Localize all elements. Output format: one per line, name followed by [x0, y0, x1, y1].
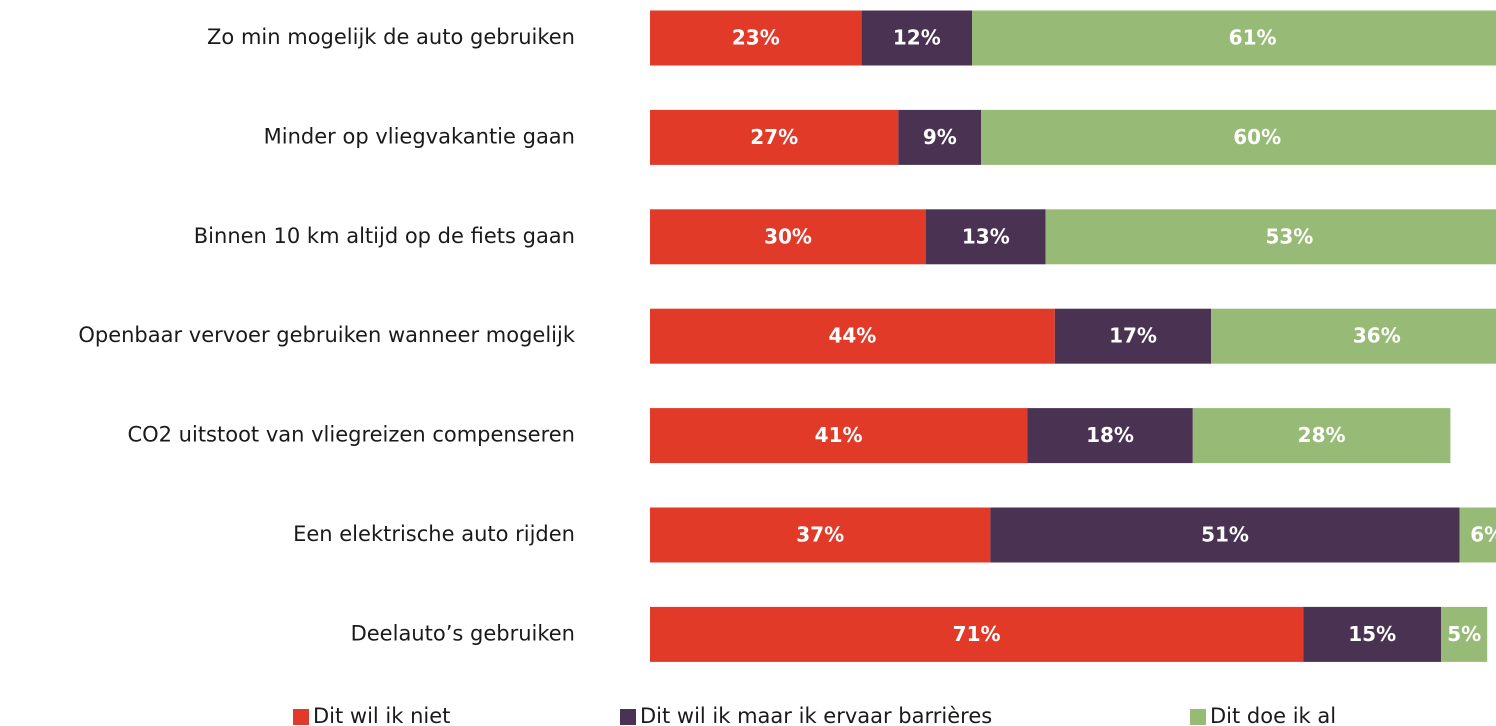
bar-segment: [650, 209, 926, 265]
category-label: Deelauto’s gebruiken: [351, 621, 575, 645]
bar-segment: [972, 10, 1496, 66]
value-label: 36%: [1353, 324, 1401, 348]
bar-segment: [1027, 408, 1193, 464]
bar-segment: [990, 507, 1460, 563]
value-label: 30%: [764, 224, 812, 248]
value-label: 5%: [1447, 622, 1481, 646]
value-label: 41%: [815, 423, 863, 447]
legend-swatch: [620, 709, 636, 725]
bar-segment: [650, 10, 862, 66]
value-label: 44%: [828, 324, 876, 348]
bar-segment: [650, 308, 1055, 364]
value-label: 23%: [732, 26, 780, 50]
category-label: Minder op vliegvakantie gaan: [264, 124, 575, 148]
value-label: 37%: [796, 523, 844, 547]
category-label: Zo min mogelijk de auto gebruiken: [207, 25, 575, 49]
legend-swatch: [293, 709, 309, 725]
bar-segment: [898, 109, 982, 165]
value-label: 17%: [1109, 324, 1157, 348]
bar-segment: [650, 507, 991, 563]
value-label: 15%: [1348, 622, 1396, 646]
bar-segment: [1211, 308, 1496, 364]
category-label: Een elektrische auto rijden: [293, 522, 575, 546]
value-label: 53%: [1265, 224, 1313, 248]
legend-label: Dit doe ik al: [1210, 704, 1336, 726]
bar-segment: [1303, 606, 1442, 662]
legend-label: Dit wil ik maar ik ervaar barrières: [640, 704, 992, 726]
bar-segment: [1054, 308, 1212, 364]
value-label: 28%: [1298, 423, 1346, 447]
bar-segment: [1441, 606, 1488, 662]
value-label: 9%: [923, 125, 957, 149]
bar-segment: [861, 10, 972, 66]
bar-segment: [650, 109, 899, 165]
value-label: 51%: [1201, 523, 1249, 547]
category-label: CO2 uitstoot van vliegreizen compenseren: [127, 423, 575, 447]
category-label: Binnen 10 km altijd op de fiets gaan: [194, 224, 575, 248]
legend-label: Dit wil ik niet: [313, 704, 450, 726]
bar-segment: [981, 109, 1496, 165]
value-label: 13%: [962, 224, 1010, 248]
bar-segment: [1045, 209, 1496, 265]
bar-segment: [1459, 507, 1496, 563]
bar-segment: [1192, 408, 1451, 464]
value-label: 12%: [893, 26, 941, 50]
value-label: 61%: [1229, 26, 1277, 50]
bar-segment: [650, 408, 1028, 464]
bar-segment: [650, 606, 1304, 662]
value-label: 6%: [1470, 523, 1496, 547]
value-label: 60%: [1233, 125, 1281, 149]
value-label: 27%: [750, 125, 798, 149]
legend-swatch: [1190, 709, 1206, 725]
category-label: Openbaar vervoer gebruiken wanneer mogel…: [78, 323, 575, 347]
bar-segment: [926, 209, 1046, 265]
value-label: 18%: [1086, 423, 1134, 447]
value-label: 71%: [953, 622, 1001, 646]
